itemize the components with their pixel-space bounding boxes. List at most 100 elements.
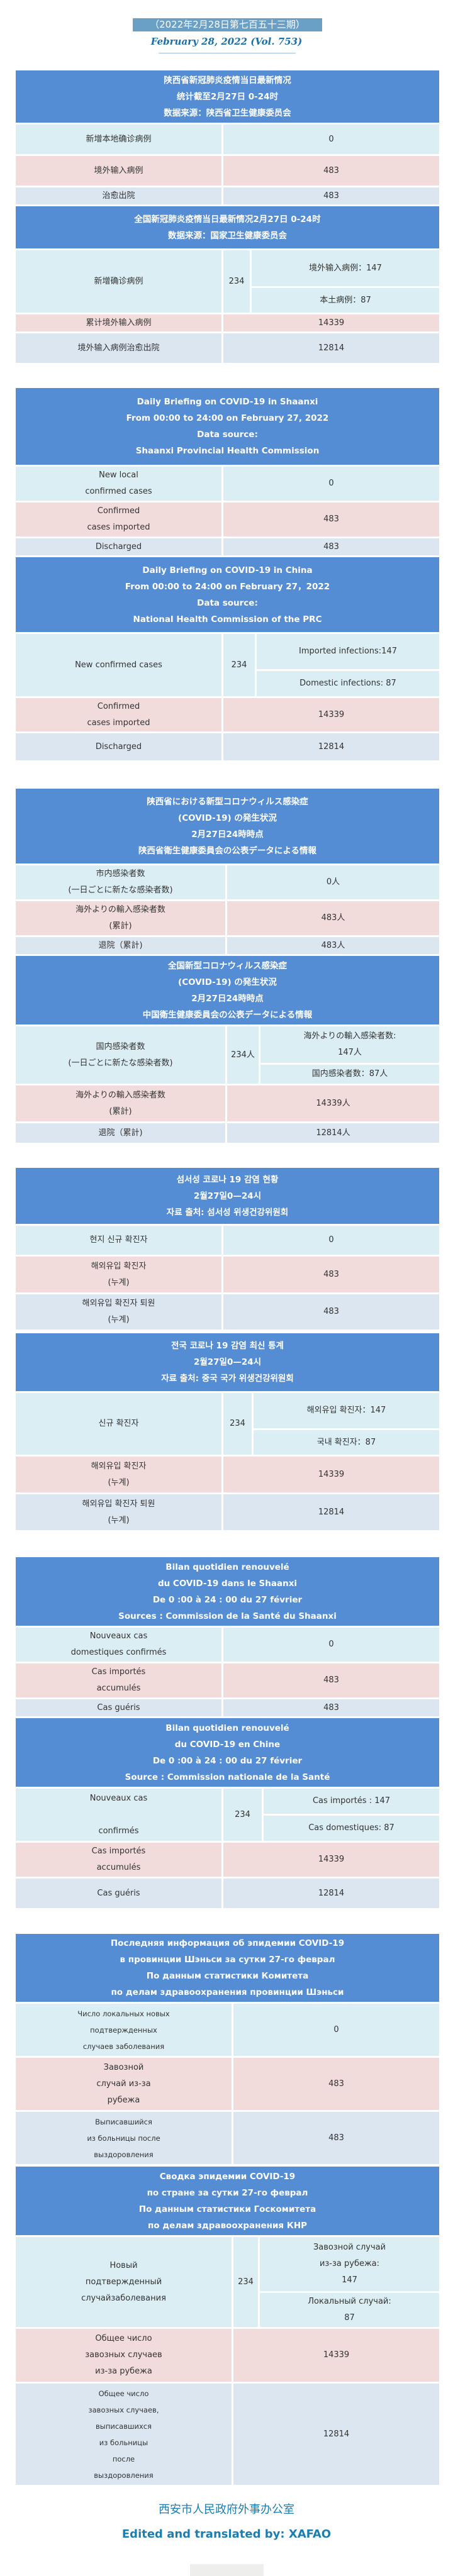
row-value: 483 (223, 1257, 439, 1292)
section-header: Bilan quotidien renouvelé du COVID-19 dan… (16, 1557, 439, 1626)
row-label: Confirmed cases imported (16, 502, 221, 536)
row-value: 483人 (227, 901, 439, 935)
row-value: 12814 (223, 333, 439, 363)
row-value: 483人 (227, 937, 439, 954)
section-header: Последняя информация об эпидемии COVID-1… (16, 1934, 439, 2002)
header-line: По данным статистики Госкомитета (138, 2204, 316, 2214)
row-value: 234 (223, 1393, 252, 1455)
header-line: 자료 출처: 중국 국가 위생건강위원회 (161, 1374, 294, 1384)
row-value: 12814 (233, 2384, 439, 2485)
row-value: 0 (223, 467, 439, 501)
header-line: Bilan quotidien renouvelé (165, 1723, 289, 1733)
row-value: 0 (223, 1628, 439, 1662)
header-line: Последняя информация об эпидемии COVID-1… (110, 1938, 345, 1948)
row-label: 해외유입 확진자 (누계) (16, 1457, 221, 1492)
row-value: 12814 (223, 733, 439, 760)
row-label: 현지 신규 확진자 (16, 1226, 221, 1255)
row-value: 14339 (233, 2329, 439, 2382)
row-label: Cas importés accumulés (16, 1663, 221, 1697)
row-value: 0 (223, 125, 439, 154)
row-label: 해외유입 확진자 퇴원 (누계) (16, 1294, 221, 1330)
sub-value-domestic: Локальный случай: 87 (260, 2293, 439, 2327)
row-value: 234 (223, 1789, 262, 1841)
header-line: 섬서성 코로나 19 감염 현황 (176, 1174, 279, 1185)
row-value: 234人 (227, 1026, 259, 1084)
row-label: 市内感染者数 (一日ごとに新たな感染者数) (16, 865, 225, 899)
row-label: 境外输入病例 (16, 156, 221, 186)
sub-value-imported: 해외유입 확진자：147 (254, 1393, 439, 1428)
section-header: 陕西省新冠肺炎疫情当日最新情况 统计截至2月27日 0-24时数据来源：陕西省卫生… (16, 70, 439, 123)
row-label: Discharged (16, 538, 221, 555)
header-line: Data source: (197, 430, 258, 440)
row-label: 해외유입 확진자 (누계) (16, 1257, 221, 1292)
row-label: Discharged (16, 733, 221, 760)
header-line: De 0 :00 à 24 : 00 du 27 février (152, 1594, 303, 1605)
row-value: 483 (223, 502, 439, 536)
row-value: 14339 (223, 314, 439, 331)
header-line: Sources : Commission de la Santé du Shaa… (118, 1611, 337, 1621)
row-label: 退院（累計) (16, 937, 225, 954)
header-line: 全国新冠肺炎疫情当日最新情况2月27日 0-24时 (134, 214, 321, 225)
header-line: в провинции Шэньси за сутки 27-го феврал (120, 1955, 335, 1965)
header-line: по делам здравоохранения провинции Шэньс… (111, 1987, 344, 1997)
section-header: Daily Briefing on COVID-19 in Shaanxi Fro… (16, 388, 439, 465)
issue-title: （2022年2月28日第七百五十三期） (133, 18, 322, 31)
row-value: 483 (233, 2112, 439, 2164)
row-value: 12814 (223, 1494, 439, 1530)
header-line: 2월27일0—24시 (193, 1191, 262, 1201)
footer-credit: Edited and translated by: XAFAO (121, 2528, 332, 2541)
row-value: 12814人 (227, 1123, 439, 1143)
row-label: 新增本地确诊病例 (16, 125, 221, 154)
row-label: Confirmed cases imported (16, 698, 221, 731)
footer-org: 西安市人民政府外事办公室 (159, 2503, 294, 2516)
row-value: 0 (233, 2004, 439, 2056)
row-value: 483 (223, 538, 439, 555)
row-value: 234 (223, 634, 255, 696)
row-label: Новый подтвержденный случайзаболевания (16, 2237, 232, 2327)
row-label: Выписавшийся из больницы после выздоровл… (16, 2112, 232, 2164)
section-header: Daily Briefing on COVID-19 in China From … (16, 557, 439, 632)
sub-value-domestic: Cas domestiques: 87 (264, 1816, 439, 1841)
header-line: 2월27일0—24시 (193, 1357, 262, 1367)
header-line: 2月27日24時時点 (191, 829, 264, 840)
row-value: 14339人 (227, 1085, 439, 1121)
header-line: De 0 :00 à 24 : 00 du 27 février (152, 1755, 303, 1766)
header-line: 统计截至2月27日 0-24时 (176, 91, 279, 102)
header-line: Data source: (197, 597, 258, 608)
section-header: 全国新型コロナウィルス感染症 (COVID-19) の発生状況 2月27日24時時点… (16, 956, 439, 1024)
header-line: (COVID-19) の発生状況 (178, 813, 277, 823)
header-line: 陕西省衛生健康委員会の公表データによる情報 (138, 845, 317, 856)
row-value: 0人 (227, 865, 439, 899)
header-line: 陕西省における新型コロナウィルス感染症 (147, 796, 308, 807)
header-line: 陕西省新冠肺炎疫情当日最新情况 (164, 75, 291, 86)
row-value: 483 (223, 1294, 439, 1330)
bottom-placeholder (190, 2564, 264, 2576)
row-value: 483 (233, 2058, 439, 2110)
header-line: 全国新型コロナウィルス感染症 (168, 960, 287, 971)
row-value: 234 (223, 250, 250, 313)
row-label: Nouveaux cas domestiques confirmés (16, 1628, 221, 1662)
row-label: Cas importés accumulés (16, 1843, 221, 1877)
header-line: 数据来源：陕西省卫生健康委员会 (164, 108, 291, 118)
sub-value-domestic: 국내 확진자：87 (254, 1430, 439, 1455)
row-label: Общее число завозных случаев из-за рубеж… (16, 2329, 232, 2382)
section-header: 섬서성 코로나 19 감염 현황 2월27일0—24시 자료 출처: 섬서성 위생건… (16, 1168, 439, 1224)
row-value: 483 (223, 187, 439, 204)
row-label: 治愈出院 (16, 187, 221, 204)
sub-value-imported: 境外输入病例：147 (252, 250, 439, 286)
row-value: 0 (223, 1226, 439, 1255)
row-label: Cas guéris (16, 1699, 221, 1716)
header-line: по стране за сутки 27-го феврал (147, 2187, 308, 2198)
header-line: по делам здравоохранения КНР (147, 2220, 308, 2231)
sub-value-domestic: 国内感染者数：87人 (260, 1065, 439, 1084)
header-line: Bilan quotidien renouvelé (165, 1562, 289, 1572)
section-header: Сводка эпидемии COVID-19 по стране за сут… (16, 2167, 439, 2235)
row-label: 新增确诊病例 (16, 250, 221, 313)
header-line: du COVID-19 dans le Shaanxi (157, 1578, 298, 1589)
header-line: du COVID-19 en Chine (174, 1739, 281, 1750)
row-label: Число локальных новых подтвержденных слу… (16, 2004, 232, 2056)
row-label: Nouveaux cas confirmés (16, 1789, 221, 1841)
row-value: 483 (223, 156, 439, 186)
row-label: 境外输入病例治愈出院 (16, 333, 221, 363)
sub-value-domestic: 本土病例：87 (252, 288, 439, 313)
